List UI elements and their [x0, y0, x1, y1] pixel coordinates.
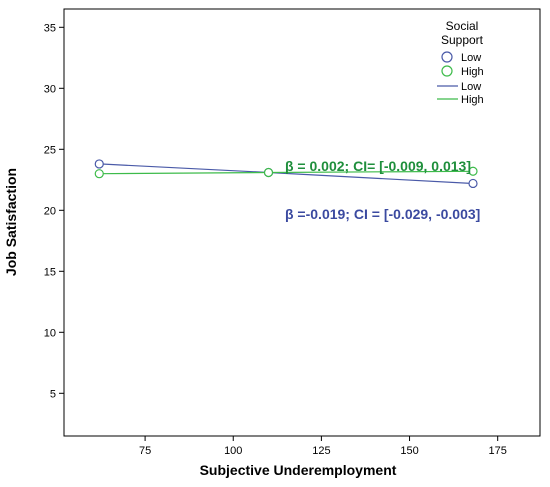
data-point-low: [94, 159, 104, 169]
x-tick-label: 150: [400, 445, 418, 457]
legend-label-marker-low: Low: [461, 52, 481, 64]
annotation-high: β = 0.002; CI= [-0.009, 0.013]: [285, 158, 471, 174]
legend-title-line-2: Support: [441, 33, 484, 47]
legend-marker-low: [441, 51, 453, 63]
legend-marker-high: [441, 65, 453, 77]
x-axis: 75 100 125 150 175: [139, 436, 507, 457]
x-tick-label: 175: [489, 445, 507, 457]
series-layer: [94, 159, 478, 189]
data-point-high: [94, 169, 104, 179]
legend-title-line-1: Social: [446, 19, 479, 33]
legend-label-line-high: High: [461, 94, 484, 106]
y-tick-label: 35: [44, 22, 56, 34]
annotation-low: β =-0.019; CI = [-0.029, -0.003]: [285, 206, 480, 222]
plot-frame: [63, 8, 541, 437]
legend: Social Support Low High Low High: [437, 19, 484, 106]
y-tick-label: 5: [50, 388, 56, 400]
y-tick-label: 10: [44, 327, 56, 339]
y-tick-label: 20: [44, 205, 56, 217]
x-tick-label: 75: [139, 445, 151, 457]
y-axis-title: Job Satisfaction: [3, 168, 19, 276]
legend-label-line-low: Low: [461, 81, 481, 93]
y-axis: 5 10 15 20 25 30 35: [44, 22, 64, 400]
x-tick-label: 100: [224, 445, 242, 457]
y-tick-label: 25: [44, 144, 56, 156]
y-tick-label: 15: [44, 266, 56, 278]
data-point-high: [468, 166, 478, 176]
data-point-low: [468, 178, 478, 189]
x-axis-title: Subjective Underemployment: [200, 462, 397, 478]
x-tick-label: 125: [312, 445, 330, 457]
y-tick-label: 30: [44, 83, 56, 95]
legend-label-marker-high: High: [461, 66, 484, 78]
data-point-high: [263, 167, 274, 178]
